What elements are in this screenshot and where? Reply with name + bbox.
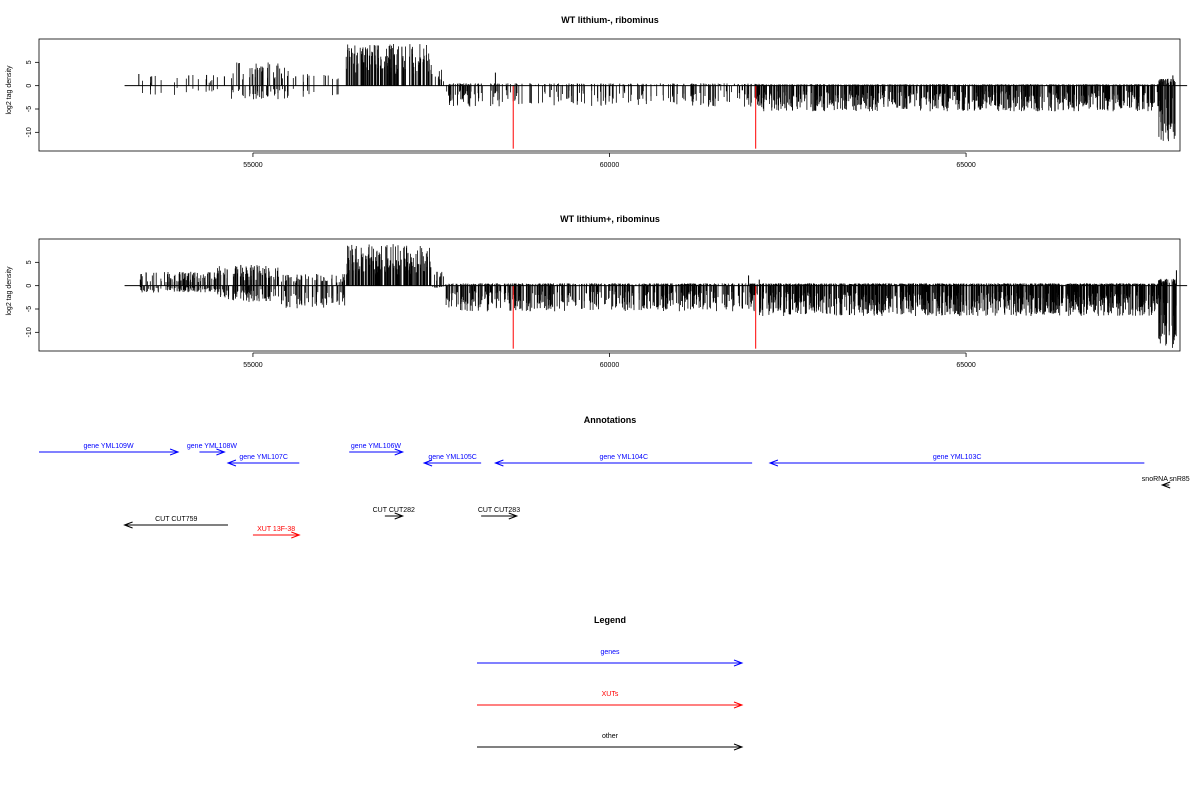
positive-peaks (138, 72, 1174, 86)
red-marker-lines (512, 85, 757, 149)
y-tick-label: -10 (26, 127, 33, 137)
y-tick-label: 5 (26, 60, 33, 64)
x-tick-label: 65000 (956, 162, 976, 169)
y-tick-label: -5 (26, 106, 33, 112)
track-panel-lithium-minus: WT lithium-, ribominus log2 tag density … (6, 15, 1188, 169)
x-axis: 55000 60000 65000 (243, 152, 976, 169)
y-axis-label: log2 tag density (6, 266, 13, 316)
y-tick-label: 0 (26, 84, 33, 88)
y-axis-label: log2 tag density (6, 65, 13, 115)
track-panel-lithium-plus: WT lithium+, ribominus log2 tag density … (6, 214, 1188, 369)
x-tick-label: 55000 (243, 162, 263, 169)
panel-title: WT lithium-, ribominus (561, 15, 659, 25)
y-axis: -10 -5 0 5 (26, 60, 40, 137)
panel-title: WT lithium+, ribominus (560, 214, 660, 224)
density-bars (139, 244, 1177, 348)
x-tick-label: 60000 (600, 162, 620, 169)
density-bars (142, 43, 1176, 142)
